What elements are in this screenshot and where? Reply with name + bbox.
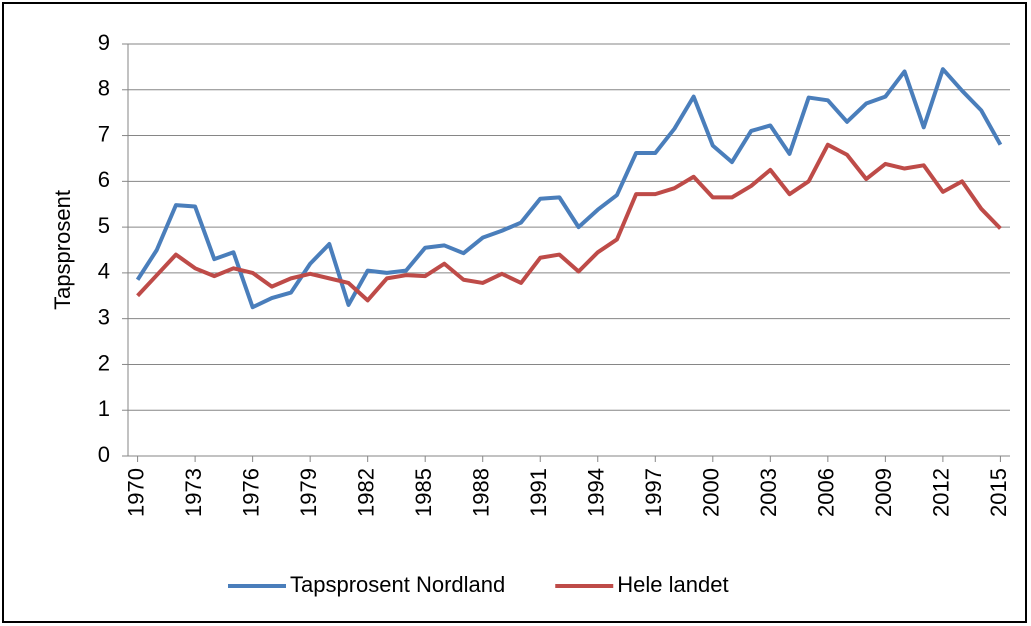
data-line [135,67,1003,310]
x-tick-label: 1994 [584,468,609,517]
y-tick-label: 0 [98,442,110,467]
y-tick-label: 6 [98,167,110,192]
y-tick-label: 9 [98,30,110,55]
x-tick-label: 1976 [238,468,263,517]
x-tick-label: 2000 [699,468,724,517]
y-tick-label: 2 [98,350,110,375]
x-tick-label: 1985 [411,468,436,517]
y-axis-label: Tapsprosent [50,190,75,310]
legend-label: Tapsprosent Nordland [290,572,505,597]
x-tick-label: 1991 [526,468,551,517]
x-tick-label: 1997 [641,468,666,517]
x-tick-label: 2012 [929,468,954,517]
y-tick-label: 7 [98,121,110,146]
data-line [136,142,1002,303]
x-tick-label: 2006 [814,468,839,517]
x-tick-label: 1973 [181,468,206,517]
x-tick-label: 1979 [296,468,321,517]
y-tick-label: 8 [98,76,110,101]
x-tick-label: 1988 [469,468,494,517]
x-tick-label: 2015 [986,468,1011,517]
legend-label: Hele landet [617,572,728,597]
y-tick-label: 5 [98,213,110,238]
y-tick-label: 3 [98,304,110,329]
x-tick-label: 1970 [123,468,148,517]
x-tick-label: 1982 [353,468,378,517]
y-tick-label: 1 [98,396,110,421]
y-tick-label: 4 [98,259,110,284]
x-tick-label: 2009 [871,468,896,517]
x-tick-label: 2003 [756,468,781,517]
